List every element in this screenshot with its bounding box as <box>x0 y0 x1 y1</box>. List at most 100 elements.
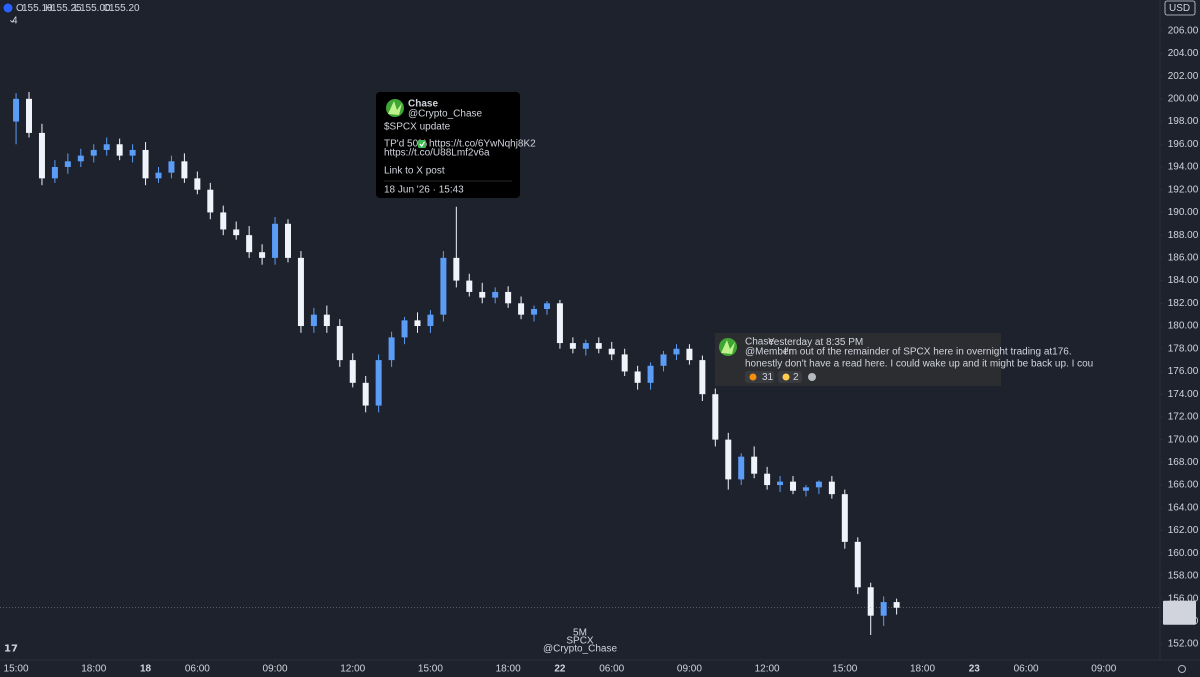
candle-body <box>414 320 421 327</box>
candle-body <box>103 144 110 150</box>
candle-body <box>543 303 550 309</box>
y-tick-label: 188.00 <box>1168 230 1199 241</box>
reaction-clap-icon <box>782 373 790 381</box>
candle-body <box>777 481 784 486</box>
add-reaction[interactable] <box>808 373 816 381</box>
tweet-handle: @Crypto_Chase <box>408 109 483 120</box>
candle-body <box>427 314 434 327</box>
candle-body <box>634 371 641 383</box>
tv-logo[interactable]: 𝟭𝟳 <box>4 644 18 655</box>
x-tick-label: 12:00 <box>340 664 365 675</box>
x-tick-label: 15:00 <box>4 664 29 675</box>
tweet-text: $SPCX update <box>384 122 451 133</box>
collapse-icon[interactable]: ⌄ <box>8 15 16 26</box>
y-tick-label: 192.00 <box>1168 184 1199 195</box>
y-tick-label: 182.00 <box>1168 298 1199 309</box>
y-tick-label: 172.00 <box>1168 412 1199 423</box>
x-tick-label: 22 <box>554 664 566 675</box>
ohlc-value: 155.20 <box>109 3 140 14</box>
tweet-timestamp: 18 Jun '26 · 15:43 <box>384 185 464 196</box>
settings-icon[interactable] <box>1178 665 1186 673</box>
discord-mention[interactable]: @Member <box>745 347 792 358</box>
x-tick-label: 09:00 <box>263 664 288 675</box>
y-tick-label: 178.00 <box>1168 343 1199 354</box>
tweet-name: Chase <box>408 99 438 110</box>
y-tick-label: 152.00 <box>1168 639 1199 650</box>
currency-button[interactable] <box>1164 0 1196 16</box>
tweet-link[interactable]: https://t.co/U88Lmf2v6a <box>384 148 490 159</box>
x-tick-label: 18:00 <box>496 664 521 675</box>
tweet-link[interactable]: https://t.co/6YwNqhj8K2 <box>429 139 536 150</box>
ohlc-key: O <box>16 3 24 14</box>
y-tick-label: 176.00 <box>1168 366 1199 377</box>
currency-label[interactable]: USD <box>1169 3 1190 14</box>
candle-body <box>751 456 758 474</box>
y-tick-label: 196.00 <box>1168 139 1199 150</box>
discord-timestamp: Yesterday at 8:35 PM <box>768 337 863 348</box>
discord-name: Chase <box>745 337 774 348</box>
ohlc-value: 155.00 <box>80 3 111 14</box>
candle-body <box>310 314 317 327</box>
last-price-box <box>1163 600 1196 625</box>
y-tick-label: 186.00 <box>1168 253 1199 264</box>
plot-area <box>0 92 1160 636</box>
y-tick-label: 166.00 <box>1168 480 1199 491</box>
tweet-x-link[interactable]: Link to X post <box>384 166 445 177</box>
y-tick-label: 180.00 <box>1168 321 1199 332</box>
candle-body <box>168 161 175 173</box>
candle-body <box>77 155 84 162</box>
x-tick-label: 06:00 <box>1014 664 1039 675</box>
x-tick-label: 09:00 <box>1091 664 1116 675</box>
candle-body <box>815 481 822 488</box>
discord-message: I'm out of the remainder of SPCX here in… <box>784 347 1072 358</box>
candle-body <box>388 337 395 361</box>
candle-body <box>194 178 201 190</box>
candle-body <box>608 348 615 355</box>
y-tick-label: 162.00 <box>1168 525 1199 536</box>
indicator-count[interactable]: 4 <box>12 16 18 27</box>
x-tick-label: 18:00 <box>910 664 935 675</box>
axes: 152.00154.00156.00158.00160.00162.00164.… <box>4 25 1199 674</box>
x-tick-label: 15:00 <box>418 664 443 675</box>
x-tick-label: 18:00 <box>81 664 106 675</box>
y-tick-label: 158.00 <box>1168 571 1199 582</box>
x-tick-label: 15:00 <box>832 664 857 675</box>
candle-body <box>129 149 136 156</box>
candle-body <box>802 487 809 491</box>
y-tick-label: 160.00 <box>1168 548 1199 559</box>
candle-body <box>13 98 20 122</box>
discord-card: Chase Yesterday at 8:35 PM @Member I'm o… <box>715 333 1093 386</box>
candle-body <box>362 382 369 406</box>
candle-body <box>51 166 58 179</box>
candle-body <box>841 494 848 542</box>
reaction-count: 31 <box>762 372 774 383</box>
candle-body <box>453 257 460 281</box>
candle-body <box>569 343 576 349</box>
candle-body <box>323 314 330 327</box>
candle-body <box>686 348 693 361</box>
candle-body <box>556 303 563 344</box>
candle-body <box>26 98 33 133</box>
y-tick-label: 194.00 <box>1168 162 1199 173</box>
candle-body <box>790 481 797 491</box>
candle-body <box>764 473 771 486</box>
ohlc-key: L <box>74 3 80 14</box>
reaction[interactable] <box>778 371 802 383</box>
tweet-background <box>376 92 520 198</box>
reaction-fire-icon <box>749 373 757 381</box>
watermark-interval: 5M <box>573 628 587 639</box>
candle-body <box>492 291 499 298</box>
last-price-label: 155.20 <box>1165 603 1196 614</box>
y-tick-label: 184.00 <box>1168 275 1199 286</box>
y-tick-label: 190.00 <box>1168 207 1199 218</box>
y-tick-label: 156.00 <box>1168 593 1199 604</box>
x-tick-label: 12:00 <box>755 664 780 675</box>
candle-body <box>246 235 253 253</box>
candle-body <box>893 602 900 608</box>
y-tick-label: 168.00 <box>1168 457 1199 468</box>
y-tick-label: 206.00 <box>1168 25 1199 36</box>
candle-body <box>531 308 538 315</box>
candle-body <box>699 360 706 395</box>
